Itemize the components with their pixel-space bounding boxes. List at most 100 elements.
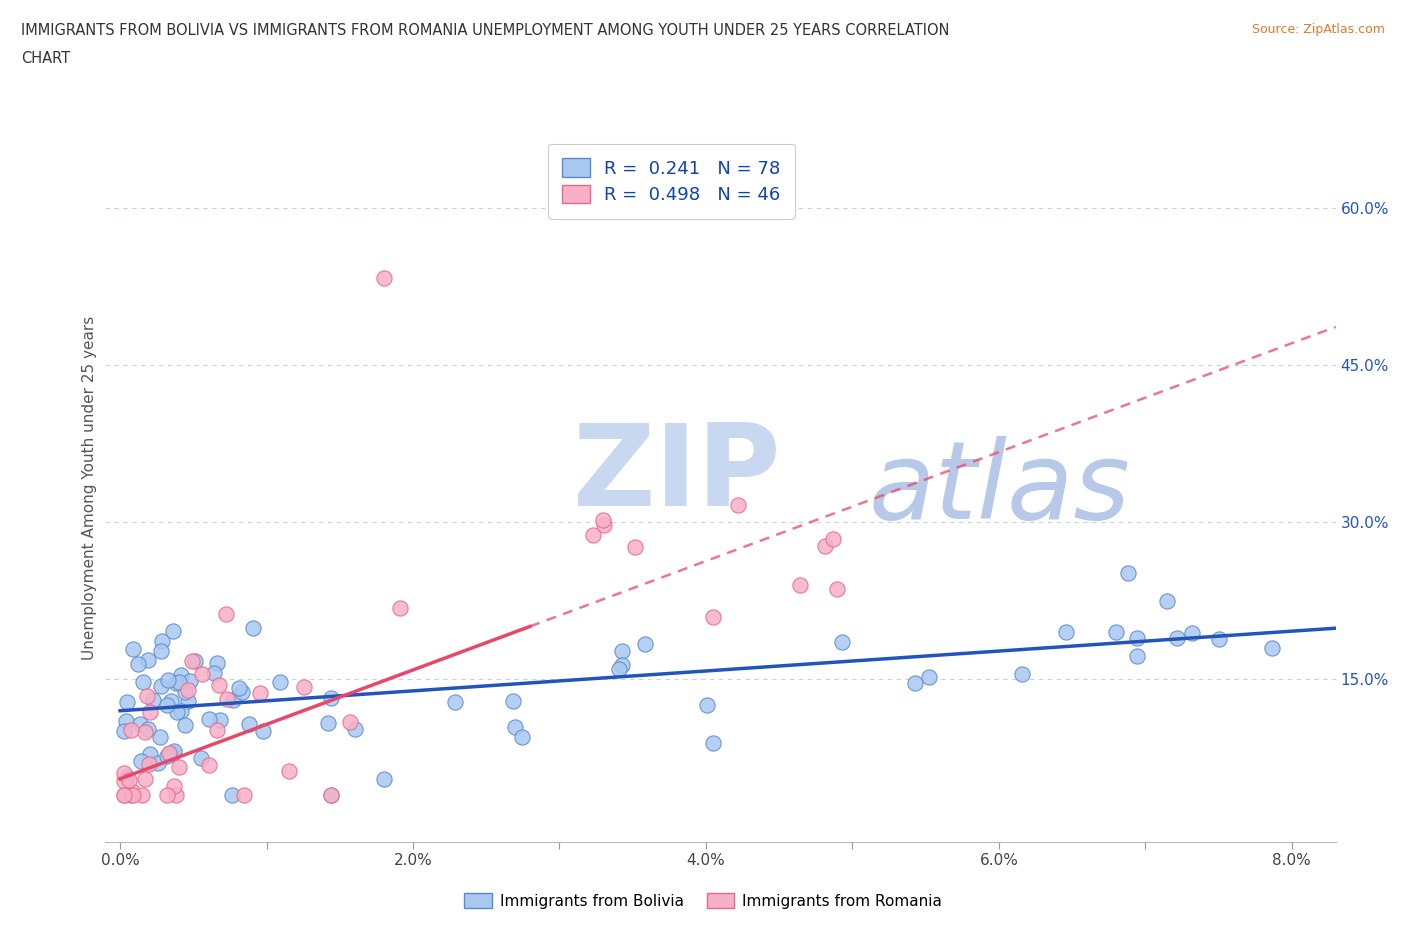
Point — [593, 518, 616, 533]
Point — [503, 720, 526, 735]
Point — [169, 674, 191, 689]
Point — [252, 724, 274, 738]
Point — [149, 730, 172, 745]
Point — [1126, 648, 1149, 663]
Point — [249, 685, 271, 700]
Point — [115, 769, 138, 784]
Point — [170, 703, 193, 718]
Point — [321, 787, 343, 802]
Point — [114, 787, 136, 802]
Point — [142, 693, 165, 708]
Point — [339, 714, 361, 729]
Point — [156, 787, 179, 802]
Point — [134, 772, 156, 787]
Point — [242, 621, 264, 636]
Point — [121, 783, 143, 798]
Point — [918, 669, 941, 684]
Point — [180, 654, 202, 669]
Point — [114, 765, 136, 780]
Point — [344, 722, 367, 737]
Point — [139, 705, 162, 720]
Point — [904, 675, 927, 690]
Point — [1011, 667, 1033, 682]
Point — [174, 717, 197, 732]
Point — [165, 675, 187, 690]
Point — [502, 694, 524, 709]
Point — [120, 787, 142, 802]
Point — [208, 712, 231, 727]
Point — [610, 658, 633, 672]
Point — [624, 539, 647, 554]
Point — [159, 693, 181, 708]
Point — [170, 667, 193, 682]
Point — [444, 695, 467, 710]
Point — [114, 774, 136, 789]
Point — [373, 772, 395, 787]
Point — [202, 665, 225, 680]
Point — [696, 698, 718, 712]
Point — [612, 644, 634, 658]
Point — [166, 704, 188, 719]
Point — [150, 634, 173, 649]
Point — [1261, 641, 1284, 656]
Point — [156, 749, 179, 764]
Point — [120, 723, 142, 737]
Point — [115, 695, 138, 710]
Point — [162, 623, 184, 638]
Point — [122, 787, 145, 802]
Point — [163, 779, 186, 794]
Y-axis label: Unemployment Among Youth under 25 years: Unemployment Among Youth under 25 years — [82, 316, 97, 660]
Point — [1105, 625, 1128, 640]
Point — [205, 723, 228, 737]
Point — [118, 773, 141, 788]
Point — [321, 691, 343, 706]
Point — [114, 724, 136, 738]
Point — [1054, 625, 1077, 640]
Point — [131, 787, 153, 802]
Point — [156, 698, 179, 712]
Point — [174, 684, 197, 699]
Point — [208, 678, 231, 693]
Text: CHART: CHART — [21, 51, 70, 66]
Point — [831, 635, 853, 650]
Point — [127, 657, 149, 671]
Point — [316, 716, 339, 731]
Point — [148, 756, 170, 771]
Point — [207, 656, 229, 671]
Point — [129, 717, 152, 732]
Point — [184, 654, 207, 669]
Point — [222, 693, 245, 708]
Point — [582, 527, 605, 542]
Point — [228, 680, 250, 695]
Point — [163, 744, 186, 759]
Point — [138, 722, 160, 737]
Point — [157, 672, 180, 687]
Point — [136, 688, 159, 703]
Point — [179, 673, 201, 688]
Point — [789, 578, 811, 592]
Point — [134, 724, 156, 739]
Point — [177, 693, 200, 708]
Point — [165, 787, 187, 802]
Point — [129, 753, 152, 768]
Point — [190, 667, 212, 682]
Legend: R =  0.241   N = 78, R =  0.498   N = 46: R = 0.241 N = 78, R = 0.498 N = 46 — [548, 144, 794, 219]
Point — [150, 644, 173, 658]
Point — [1166, 631, 1188, 645]
Point — [1181, 625, 1204, 640]
Point — [1126, 631, 1149, 645]
Point — [198, 758, 221, 773]
Point — [821, 531, 844, 546]
Point — [215, 606, 238, 621]
Legend: Immigrants from Bolivia, Immigrants from Romania: Immigrants from Bolivia, Immigrants from… — [458, 886, 948, 915]
Point — [114, 787, 136, 802]
Point — [149, 678, 172, 693]
Point — [221, 787, 243, 802]
Point — [136, 653, 159, 668]
Point — [278, 764, 301, 778]
Point — [319, 787, 342, 802]
Point — [269, 674, 291, 689]
Point — [115, 713, 138, 728]
Point — [190, 751, 212, 765]
Point — [197, 711, 219, 726]
